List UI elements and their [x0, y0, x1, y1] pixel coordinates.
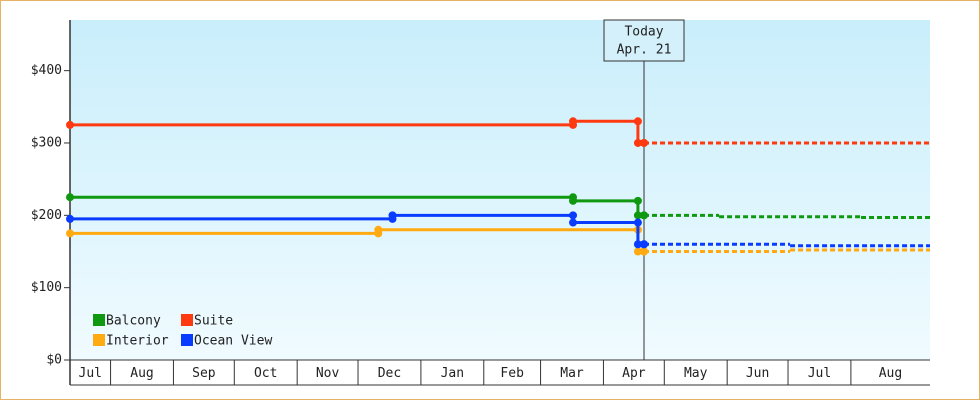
x-tick-label: Apr: [622, 366, 646, 381]
point: [388, 211, 397, 220]
x-tick-label: Oct: [254, 366, 277, 381]
today-label: Today: [624, 25, 663, 40]
x-tick-label: Jul: [79, 366, 102, 381]
legend-swatch: [181, 314, 193, 326]
legend-swatch: [181, 334, 193, 346]
today-box: [603, 19, 685, 62]
x-tick-label: Feb: [500, 366, 524, 381]
point: [633, 138, 642, 147]
legend-label: Interior: [106, 334, 169, 349]
legend-label: Balcony: [106, 314, 161, 329]
x-tick-label: Nov: [316, 366, 340, 381]
point: [569, 196, 578, 205]
point: [633, 240, 642, 249]
x-tick-label: Sep: [192, 366, 216, 381]
y-tick-label: $0: [46, 353, 62, 368]
y-tick-label: $100: [31, 280, 62, 295]
x-tick-label: Dec: [378, 366, 401, 381]
x-tick-label: Mar: [560, 366, 584, 381]
point: [66, 214, 74, 223]
today-label: Apr. 21: [617, 43, 672, 58]
legend-swatch: [93, 334, 105, 346]
x-tick-label: Jul: [808, 366, 831, 381]
point: [633, 211, 642, 220]
point: [569, 218, 578, 227]
legend-swatch: [93, 314, 105, 326]
y-tick-label: $400: [31, 63, 62, 78]
legend-label: Suite: [194, 314, 233, 329]
point: [66, 120, 74, 129]
legend-label: Ocean View: [194, 334, 272, 349]
point: [569, 117, 578, 126]
x-tick-label: Jun: [746, 366, 769, 381]
x-tick-label: Aug: [130, 366, 153, 381]
y-tick-label: $300: [31, 135, 62, 150]
point: [633, 117, 642, 126]
plot-area: [70, 20, 930, 360]
point: [633, 247, 642, 256]
point: [569, 211, 578, 220]
point: [66, 229, 74, 238]
y-tick-label: $200: [31, 208, 62, 223]
point: [633, 218, 642, 227]
point: [374, 225, 383, 234]
x-tick-label: Aug: [879, 366, 902, 381]
x-tick-label: May: [684, 366, 708, 381]
x-tick-label: Jan: [441, 366, 464, 381]
point: [66, 193, 74, 202]
point: [633, 196, 642, 205]
